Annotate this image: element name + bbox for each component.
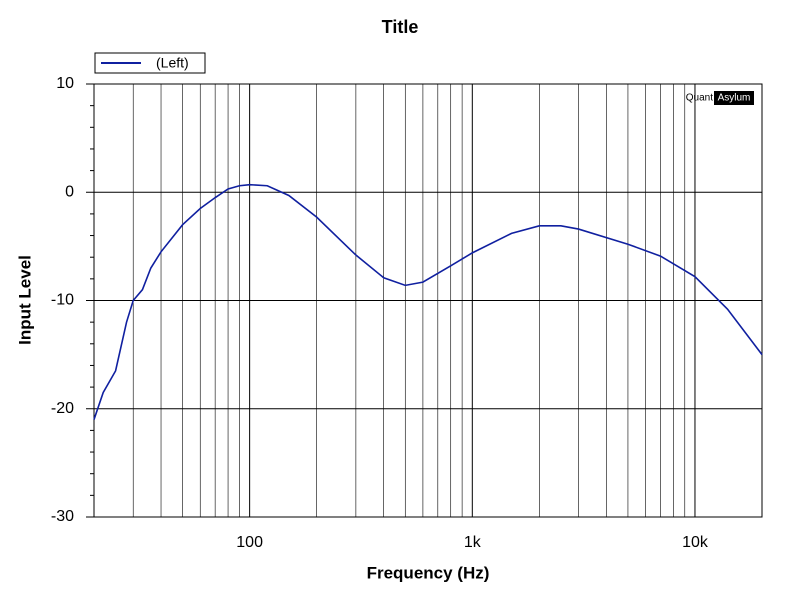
y-axis-label: Input Level: [15, 255, 34, 345]
y-tick-label: 10: [56, 75, 74, 92]
chart-title: Title: [382, 17, 419, 37]
y-tick-label: -30: [51, 508, 74, 525]
y-tick-label: -20: [51, 400, 74, 417]
watermark-left: Quant: [686, 93, 713, 104]
plot-frame: [93, 83, 763, 518]
x-tick-label: 100: [236, 534, 263, 551]
legend-box: [94, 52, 206, 74]
legend-label: (Left): [156, 55, 189, 71]
y-tick-label: 0: [65, 183, 74, 200]
x-axis-label: Frequency (Hz): [367, 563, 490, 582]
series-line: [93, 183, 763, 420]
watermark-box: [714, 91, 754, 105]
x-tick-label: 10k: [682, 534, 709, 551]
y-tick-label: -10: [51, 292, 74, 309]
x-tick-label: 1k: [464, 534, 482, 551]
watermark-right: Asylum: [718, 93, 751, 104]
